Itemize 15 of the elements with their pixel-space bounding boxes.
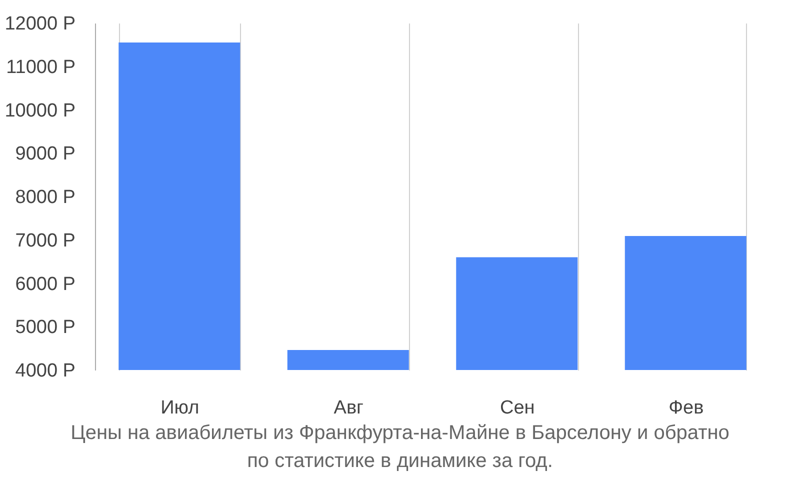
y-tick-label: 6000 Р	[15, 274, 76, 295]
y-tick-label: 9000 Р	[15, 144, 76, 165]
x-tick-label: Июл	[160, 398, 200, 418]
y-tick-label: 11000 Р	[6, 56, 76, 78]
text: Цены на авиабилеты из Франкфурта-на-Майне в Барселону и обратно	[70, 421, 730, 446]
x-tick-label: Сен	[500, 398, 535, 418]
y-tick-label: 10000 Р	[4, 100, 76, 122]
y-tick-label: 5000 Р	[15, 317, 76, 338]
y-tick-label: 8000 Р	[15, 187, 76, 208]
y-tick-label: 4000 Р	[15, 360, 76, 382]
y-tick-label: 12000 Р	[4, 14, 76, 34]
text: по статистике в динамике за год.	[246, 449, 554, 474]
x-tick-label: Авг	[334, 398, 364, 418]
y-tick-label: 7000 Р	[15, 230, 76, 252]
x-tick-label: Фев	[668, 398, 704, 418]
